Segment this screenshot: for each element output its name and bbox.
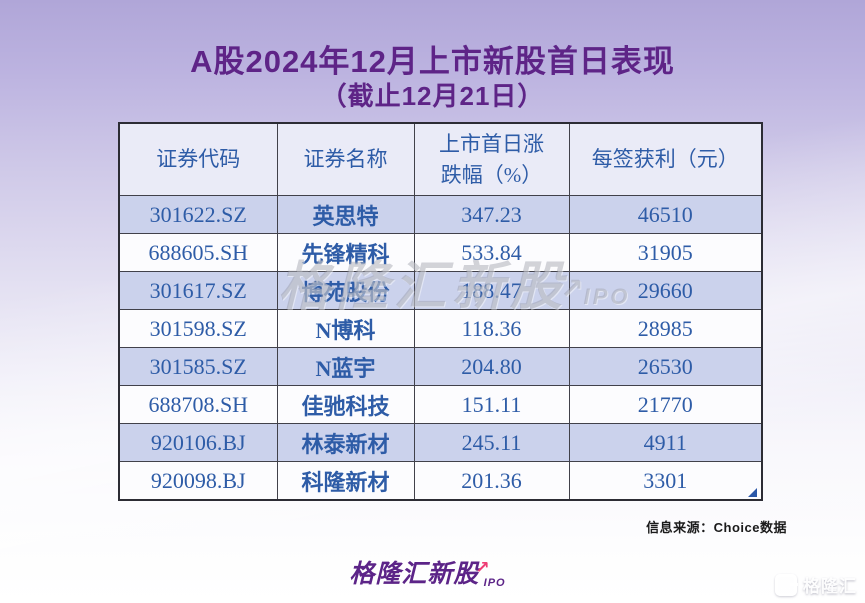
page-title: A股2024年12月上市新股首日表现 [190, 44, 675, 79]
table-cell: 28985 [568, 309, 763, 348]
source-note: 信息来源：Choice数据 [646, 520, 787, 535]
table-cell: 4911 [568, 423, 763, 462]
col-header-security-name: 证券名称 [276, 122, 415, 196]
table-row: 688708.SH 佳驰科技 151.11 21770 [118, 385, 763, 424]
table-cell: 301617.SZ [118, 271, 278, 310]
table-cell: 688708.SH [118, 385, 278, 424]
table-cell: 31905 [568, 233, 763, 272]
table-cell: 3301 [568, 461, 763, 501]
table-cell: 347.23 [413, 195, 570, 234]
table-cell: 29660 [568, 271, 763, 310]
table-row: 301585.SZ N蓝宇 204.80 26530 [118, 347, 763, 386]
table-cell: 920106.BJ [118, 423, 278, 462]
table-cell: 118.36 [413, 309, 570, 348]
table-row: 920106.BJ 林泰新材 245.11 4911 [118, 423, 763, 462]
col-header-security-code: 证券代码 [118, 122, 278, 196]
table-cell: 博苑股份 [276, 271, 415, 310]
table-cell: N蓝宇 [276, 347, 415, 386]
table-cell: 204.80 [413, 347, 570, 386]
header-row: 证券代码 证券名称 上市首日涨 跌幅（%） 每签获利（元） [118, 122, 763, 196]
table-cell: 林泰新材 [276, 423, 415, 462]
table-cell: 188.47 [413, 271, 570, 310]
table-row: 301622.SZ 英思特 347.23 46510 [118, 195, 763, 234]
table-cell: N博科 [276, 309, 415, 348]
table-body: 301622.SZ 英思特 347.23 46510 688605.SH 先锋精科 533.… [118, 195, 763, 501]
table-cell: 21770 [568, 385, 763, 424]
brand-up-arrow-icon: ↗ [475, 558, 490, 577]
table-cell: 科隆新材 [276, 461, 415, 501]
table-header: 证券代码 证券名称 上市首日涨 跌幅（%） 每签获利（元） [118, 122, 763, 196]
table-row: 920098.BJ 科隆新材 201.36 3301 [118, 461, 763, 501]
table-cell: 英思特 [276, 195, 415, 234]
ipo-table-wrap: 证券代码 证券名称 上市首日涨 跌幅（%） 每签获利（元） 301622.SZ 英… [118, 122, 763, 501]
gelonghui-g-icon [775, 573, 798, 596]
ipo-table: 证券代码 证券名称 上市首日涨 跌幅（%） 每签获利（元） 301622.SZ 英… [118, 122, 763, 501]
page-subtitle: （截止12月21日） [320, 81, 545, 111]
col-header-first-day-change: 上市首日涨 跌幅（%） [413, 122, 570, 196]
table-cell: 先锋精科 [276, 233, 415, 272]
table-cell: 46510 [568, 195, 763, 234]
table-cell: 245.11 [413, 423, 570, 462]
table-cell: 201.36 [413, 461, 570, 501]
col-header-profit-per-lot: 每签获利（元） [568, 122, 763, 196]
table-cell: 26530 [568, 347, 763, 386]
table-cell: 688605.SH [118, 233, 278, 272]
table-cell: 301585.SZ [118, 347, 278, 386]
corner-logo-text: 格隆汇 [803, 577, 857, 596]
table-cell: 151.11 [413, 385, 570, 424]
brand-logo-text: 格隆汇新股 [349, 560, 480, 588]
table-cell: 301622.SZ [118, 195, 278, 234]
table-cell: 533.84 [413, 233, 570, 272]
table-row: 301617.SZ 博苑股份 188.47 29660 [118, 271, 763, 310]
brand-ipo-text: IPO [483, 577, 506, 589]
table-row: 688605.SH 先锋精科 533.84 31905 [118, 233, 763, 272]
table-cell: 佳驰科技 [276, 385, 415, 424]
gelonghui-ipo-logo: 格隆汇新股↗IPO [0, 554, 865, 590]
table-cell: 920098.BJ [118, 461, 278, 501]
table-corner-handle-icon [748, 488, 757, 497]
gelonghui-corner-logo: 格隆汇 [775, 572, 857, 597]
table-row: 301598.SZ N博科 118.36 28985 [118, 309, 763, 348]
table-cell: 301598.SZ [118, 309, 278, 348]
